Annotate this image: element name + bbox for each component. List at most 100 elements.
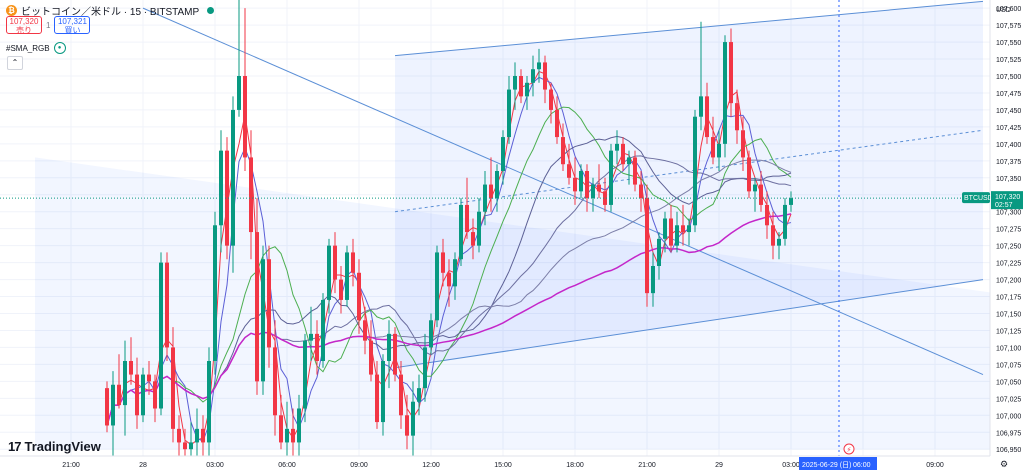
price-tick-label: 107,075	[996, 362, 1021, 369]
candle-body	[261, 259, 265, 382]
candle	[393, 327, 397, 382]
logo-mark: 17	[8, 439, 22, 454]
candle	[621, 137, 625, 171]
gear-icon[interactable]: ⚙	[1000, 460, 1008, 470]
candle	[783, 198, 787, 246]
candle-body	[249, 157, 253, 233]
candle-body	[543, 62, 547, 90]
candle-body	[471, 232, 475, 246]
candle	[327, 238, 331, 314]
candle	[645, 184, 649, 307]
candle	[273, 320, 277, 436]
price-tick-label: 107,350	[996, 176, 1021, 183]
price-tick-label: 107,600	[996, 6, 1021, 13]
candle	[507, 76, 511, 144]
candle-body	[279, 415, 283, 443]
symbol-header[interactable]: ₿ ビットコイン／米ドル · 15 · BITSTAMP	[6, 3, 215, 18]
candle	[627, 150, 631, 185]
candle	[225, 137, 229, 260]
candle	[255, 198, 259, 395]
candle-body	[501, 137, 505, 171]
candle	[381, 354, 385, 436]
candle	[267, 245, 271, 368]
indicator-name[interactable]: #SMA_RGB	[6, 43, 50, 53]
buy-label: 買い	[64, 26, 81, 35]
candle-body	[717, 143, 721, 158]
candle-body	[111, 384, 115, 426]
buy-button[interactable]: 107,321 買い	[54, 16, 91, 35]
candle	[279, 394, 283, 450]
candle	[321, 293, 325, 368]
market-status-dot	[207, 7, 215, 14]
candle-body	[153, 381, 157, 409]
candle	[537, 48, 541, 83]
candle	[363, 306, 367, 355]
candle	[687, 218, 691, 246]
price-tick-label: 107,025	[996, 396, 1021, 403]
candle	[129, 337, 133, 385]
candle-body	[657, 238, 661, 266]
eye-icon[interactable]: ●	[53, 42, 66, 54]
candle-body	[345, 252, 349, 300]
candle-body	[777, 238, 781, 246]
candle	[369, 320, 373, 382]
candle-body	[711, 137, 715, 158]
price-tick-label: 107,525	[996, 57, 1021, 64]
candle	[375, 361, 379, 429]
candle	[411, 381, 415, 456]
currency-label: USD	[996, 7, 1011, 14]
candle-body	[591, 184, 595, 199]
candle-body	[405, 415, 409, 436]
candle-body	[309, 333, 313, 341]
sell-button[interactable]: 107,320 売り	[6, 16, 42, 35]
symbol-title[interactable]: ビットコイン／米ドル · 15 · BITSTAMP	[21, 7, 200, 18]
candle-body	[333, 245, 337, 280]
candle	[459, 198, 463, 266]
candle	[705, 82, 709, 144]
candle-body	[507, 89, 511, 138]
candle-body	[525, 82, 529, 97]
candle-body	[375, 374, 379, 423]
channel-lower-line	[394, 279, 984, 369]
candle-body	[267, 259, 271, 348]
indicator-legend[interactable]: #SMA_RGB ●	[6, 42, 66, 54]
candle	[663, 211, 667, 253]
candle-body	[285, 428, 289, 443]
candle	[753, 177, 757, 212]
candle	[747, 150, 751, 199]
candle	[345, 245, 349, 307]
candle-body	[567, 164, 571, 178]
candle-body	[147, 374, 151, 382]
last-price-badge-bg	[991, 191, 1023, 210]
candle	[669, 204, 673, 253]
candle	[759, 171, 763, 212]
candle-body	[135, 374, 139, 416]
candle	[441, 238, 445, 287]
candle	[231, 96, 235, 273]
candle-body	[411, 401, 415, 436]
candle	[189, 422, 193, 456]
price-tick-label: 107,500	[996, 74, 1021, 81]
candle-body	[123, 361, 127, 406]
candle-body	[681, 225, 685, 233]
candle	[639, 171, 643, 212]
sell-label: 売り	[16, 26, 32, 35]
candle	[675, 211, 679, 253]
candle-body	[465, 204, 469, 233]
candle-body	[435, 252, 439, 321]
candle	[195, 408, 199, 456]
candle-body	[429, 320, 433, 348]
candle	[555, 96, 559, 144]
chevron-up-icon[interactable]: ⌃	[7, 56, 23, 70]
candle-body	[789, 198, 793, 205]
candle	[741, 116, 745, 171]
candle-body	[633, 157, 637, 185]
symbol-badge-bg	[962, 192, 990, 204]
cursor-date-badge-bg	[799, 457, 877, 470]
quote-buttons: 107,320 売り 1 107,321 買い	[6, 16, 91, 35]
candle-body	[393, 333, 397, 375]
candle-body	[537, 62, 541, 70]
candle	[297, 394, 301, 456]
